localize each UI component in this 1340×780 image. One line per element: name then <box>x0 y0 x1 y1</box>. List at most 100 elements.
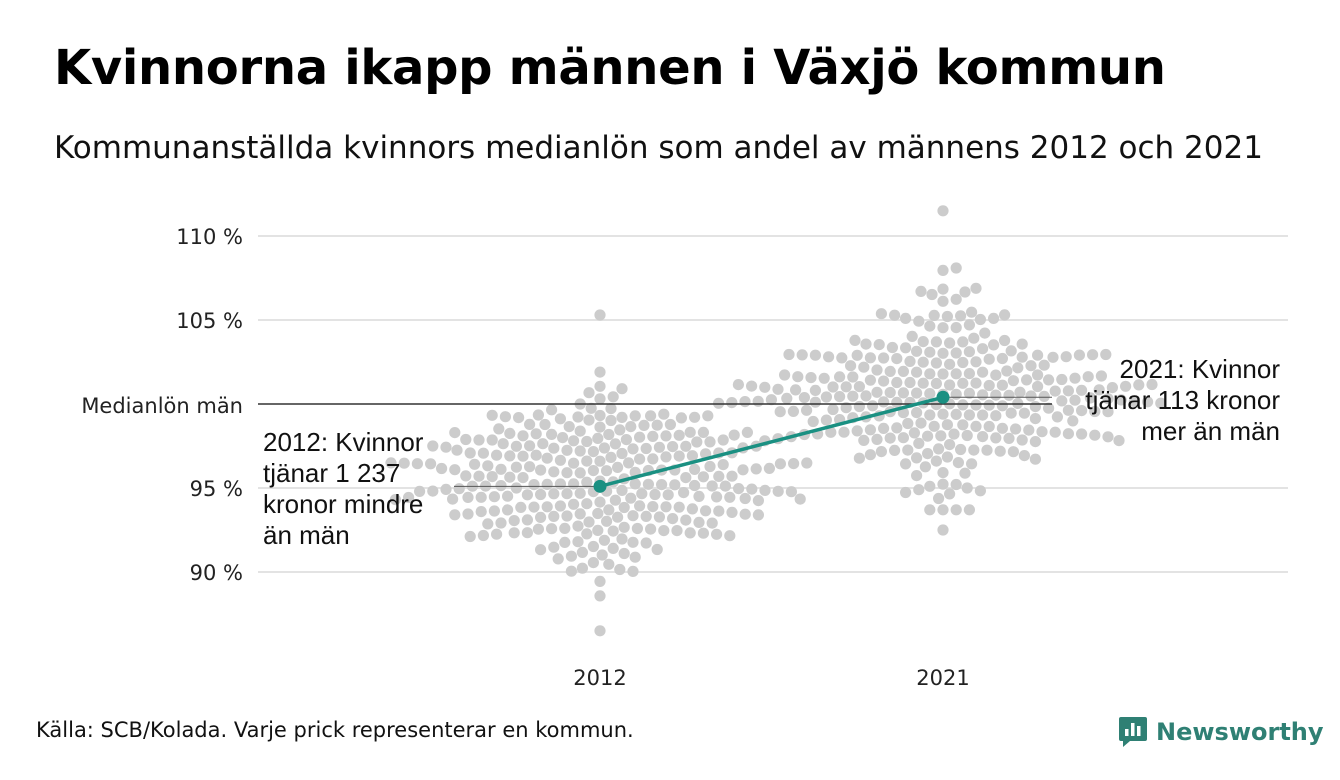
municipality-dot <box>689 463 701 475</box>
municipality-dot <box>649 488 661 501</box>
brand-logo: Newsworthy <box>1118 712 1324 752</box>
municipality-dot <box>1001 365 1013 377</box>
municipality-dot <box>983 353 995 365</box>
municipality-dot <box>1095 370 1107 382</box>
municipality-dot <box>904 376 916 389</box>
municipality-dot <box>750 463 762 475</box>
municipality-dot <box>587 557 600 569</box>
municipality-dot <box>851 349 863 361</box>
municipality-dot <box>944 439 956 451</box>
municipality-dot <box>983 420 995 433</box>
municipality-dot <box>944 488 956 500</box>
municipality-dot <box>592 507 604 520</box>
municipality-dot <box>937 524 949 536</box>
municipality-dot <box>1155 397 1167 409</box>
municipality-dot <box>990 389 1002 401</box>
municipality-dot <box>719 480 732 492</box>
municipality-dot <box>1082 371 1094 383</box>
municipality-dot <box>559 522 571 535</box>
municipality-dot <box>937 264 949 276</box>
municipality-dot <box>741 426 754 438</box>
municipality-dot <box>884 365 896 377</box>
municipality-dot <box>515 501 527 513</box>
municipality-dot <box>996 379 1009 391</box>
municipality-dot <box>878 375 890 387</box>
municipality-dot <box>853 452 866 464</box>
municipality-dot <box>966 458 978 470</box>
municipality-dot <box>974 485 987 497</box>
municipality-dot <box>508 527 520 539</box>
municipality-dot <box>704 460 716 473</box>
municipality-dot <box>574 425 586 437</box>
municipality-dot <box>886 341 899 354</box>
municipality-dot <box>662 489 674 501</box>
municipality-dot <box>535 544 547 556</box>
municipality-dot <box>585 402 597 414</box>
municipality-dot <box>528 501 540 513</box>
municipality-dot <box>871 433 883 445</box>
municipality-dot <box>568 478 580 490</box>
municipality-dot <box>981 444 993 456</box>
municipality-dot <box>462 491 474 503</box>
municipality-dot <box>794 493 806 505</box>
municipality-dot <box>475 491 487 503</box>
municipality-dot <box>1062 404 1074 416</box>
municipality-dot <box>656 479 668 491</box>
municipality-dot <box>609 494 622 506</box>
municipality-dot <box>565 565 578 577</box>
annotation-line: än män <box>263 520 350 550</box>
municipality-dot <box>684 426 696 438</box>
municipality-dot <box>517 430 529 442</box>
municipality-dot <box>535 464 547 476</box>
municipality-dot <box>900 312 912 324</box>
municipality-dot <box>836 352 848 364</box>
municipality-dot <box>469 458 481 470</box>
chart-title: Kvinnorna ikapp männen i Växjö kommun <box>54 40 1166 96</box>
municipality-dot <box>493 423 505 435</box>
municipality-dot <box>957 356 969 369</box>
municipality-dot <box>963 346 976 358</box>
municipality-dot <box>787 405 800 417</box>
municipality-dot <box>919 461 932 473</box>
municipality-dot <box>614 424 626 436</box>
municipality-dot <box>1076 405 1088 417</box>
municipality-dot <box>403 491 415 504</box>
municipality-dot <box>838 426 850 438</box>
municipality-dot <box>1007 375 1020 387</box>
municipality-dot <box>427 440 439 452</box>
municipality-dot <box>616 411 628 423</box>
municipality-dot <box>607 391 619 403</box>
municipality-dot <box>1016 351 1028 363</box>
municipality-dot <box>592 432 604 444</box>
municipality-dot <box>673 429 685 441</box>
municipality-dot <box>521 514 534 526</box>
municipality-dot <box>977 343 989 355</box>
municipality-dot <box>858 434 870 446</box>
municipality-dot <box>911 345 923 357</box>
municipality-dot <box>1128 395 1140 407</box>
municipality-dot <box>554 478 567 490</box>
municipality-dot <box>603 504 615 516</box>
municipality-dot <box>891 353 903 365</box>
municipality-dot <box>625 421 637 433</box>
municipality-dot <box>1018 407 1030 419</box>
municipality-dot <box>535 511 547 523</box>
municipality-dot <box>711 528 723 540</box>
municipality-dot <box>1062 385 1074 397</box>
municipality-dot <box>937 205 949 217</box>
municipality-dot <box>689 479 701 492</box>
municipality-dot <box>486 471 498 483</box>
municipality-dot <box>864 449 877 461</box>
municipality-dot <box>774 458 787 470</box>
municipality-dot <box>1036 426 1048 438</box>
municipality-dot <box>557 432 569 444</box>
municipality-dot <box>411 458 423 470</box>
municipality-dot <box>618 521 630 533</box>
municipality-dot <box>691 436 703 448</box>
annotation-2012: 2012: Kvinnor tjänar 1 237 kronor mindre än… <box>263 427 424 550</box>
municipality-dot <box>453 483 465 495</box>
municipality-dot <box>928 309 940 321</box>
municipality-dot <box>900 342 912 354</box>
municipality-dot <box>603 428 615 441</box>
municipality-dot <box>653 441 666 453</box>
